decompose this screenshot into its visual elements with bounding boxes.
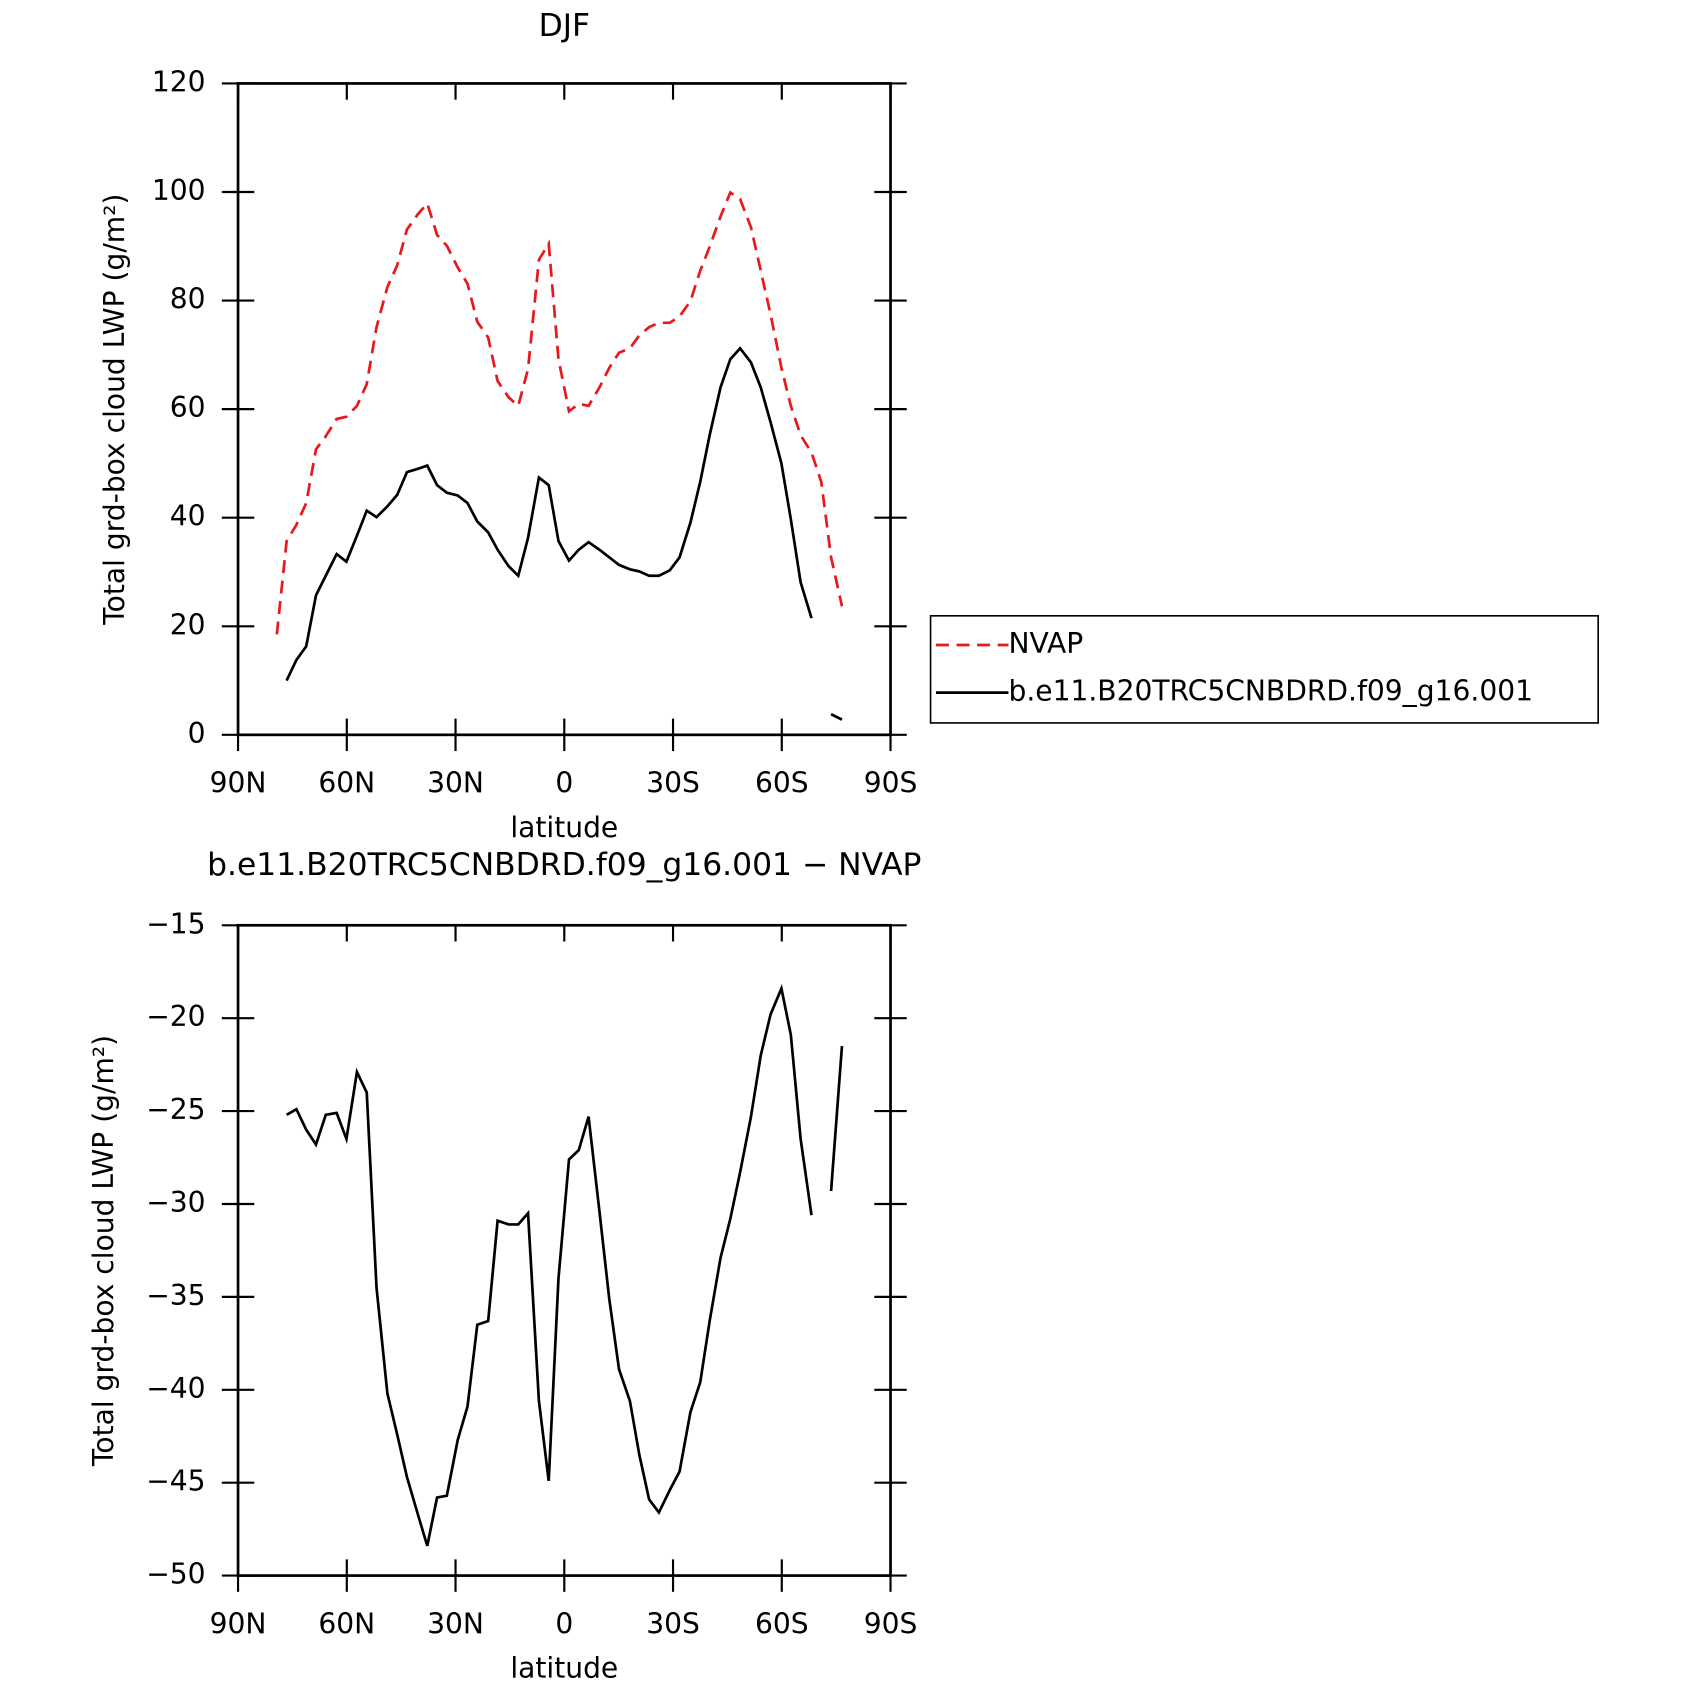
y-tick-label: −50 — [146, 1558, 205, 1591]
plot-frame — [236, 923, 892, 1577]
x-tick-label: 30S — [646, 767, 700, 800]
y-tick-label: −25 — [146, 1093, 205, 1126]
x-tick-label: 0 — [555, 1607, 573, 1640]
y-tick-label: 60 — [170, 391, 206, 424]
y-axis-label: Total grd-box cloud LWP (g/m²) — [98, 194, 131, 626]
x-tick-label: 60N — [318, 767, 375, 800]
y-axis-label: Total grd-box cloud LWP (g/m²) — [87, 1035, 120, 1467]
y-tick-label: −15 — [146, 907, 205, 940]
y-tick-label: −45 — [146, 1465, 205, 1498]
y-tick-label: 20 — [170, 608, 206, 641]
x-tick-label: 90N — [210, 1607, 267, 1640]
x-tick-label: 60S — [755, 767, 809, 800]
x-tick-label: 30N — [427, 1607, 484, 1640]
y-tick-label: −30 — [146, 1186, 205, 1219]
chart-title: DJF — [539, 8, 590, 44]
x-tick-label: 90S — [864, 1607, 918, 1640]
legend-box — [929, 614, 1600, 724]
data-line — [275, 190, 844, 635]
chart-title: b.e11.B20TRC5CNBDRD.f09_g16.001 − NVAP — [207, 847, 921, 883]
y-tick-label: −40 — [146, 1372, 205, 1405]
x-tick-label: 0 — [555, 767, 573, 800]
y-tick-label: 40 — [170, 500, 206, 533]
y-tick-label: 0 — [188, 717, 206, 750]
data-line — [285, 983, 844, 1547]
x-tick-label: 30N — [427, 767, 484, 800]
data-line — [285, 346, 843, 721]
x-tick-label: 90S — [864, 767, 918, 800]
legend-label: NVAP — [1008, 627, 1083, 660]
x-tick-label: 60S — [755, 1607, 809, 1640]
x-tick-label: 90N — [210, 767, 267, 800]
x-axis-label: latitude — [510, 1652, 618, 1685]
y-tick-label: 100 — [152, 174, 206, 207]
y-tick-label: −35 — [146, 1279, 205, 1312]
y-tick-label: −20 — [146, 1000, 205, 1033]
y-tick-label: 80 — [170, 283, 206, 316]
y-tick-label: 120 — [152, 65, 206, 98]
x-tick-label: 30S — [646, 1607, 700, 1640]
x-axis-label: latitude — [510, 811, 618, 844]
legend-label: b.e11.B20TRC5CNBDRD.f09_g16.001 — [1008, 675, 1533, 708]
x-tick-label: 60N — [318, 1607, 375, 1640]
